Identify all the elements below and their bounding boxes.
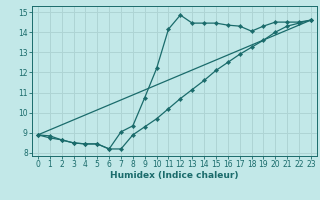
X-axis label: Humidex (Indice chaleur): Humidex (Indice chaleur) <box>110 171 239 180</box>
